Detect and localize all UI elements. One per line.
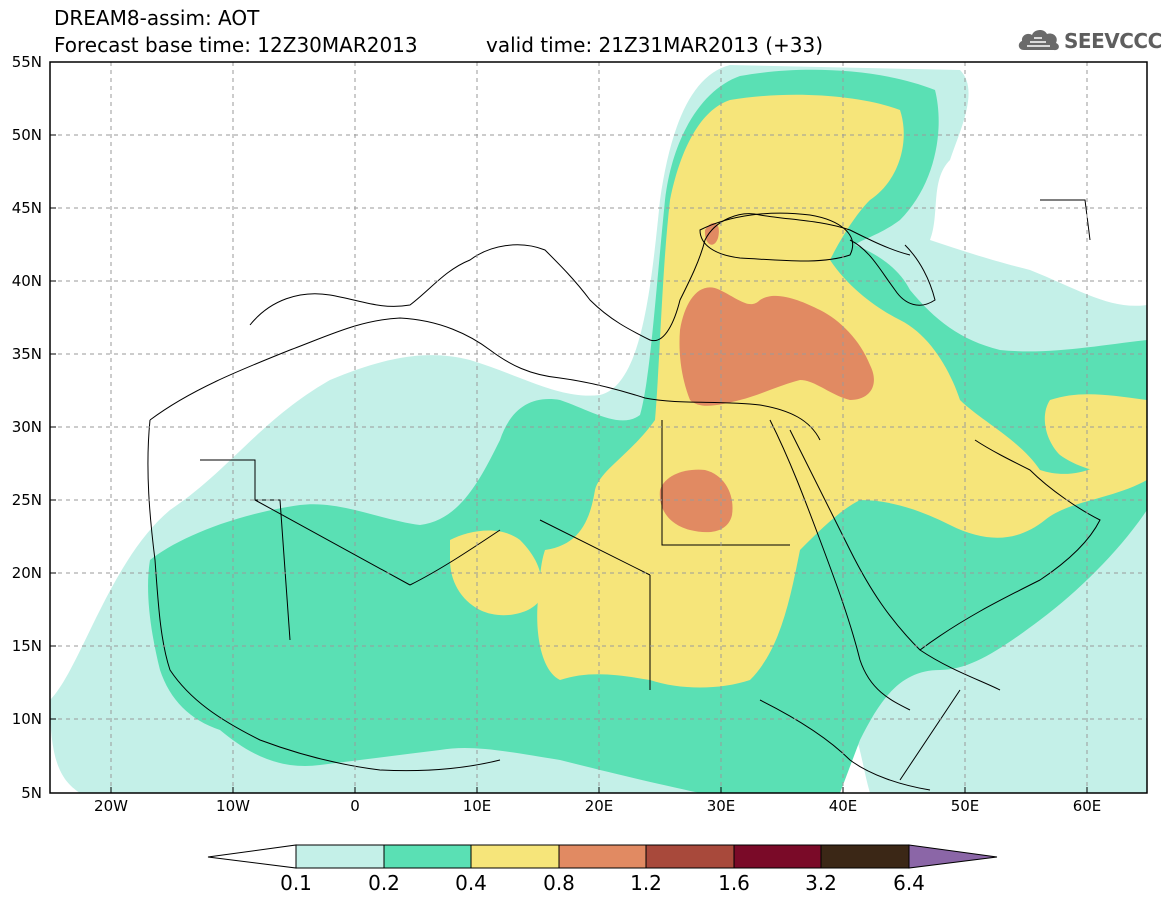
logo-text: SEEVCCC xyxy=(1064,29,1162,53)
coastlines xyxy=(147,199,1101,791)
colorbar-label-1.2: 1.2 xyxy=(630,871,662,895)
lon-label-60e: 60E xyxy=(1072,797,1102,815)
colorbar-label-3.2: 3.2 xyxy=(805,871,837,895)
lon-label-20e: 20E xyxy=(584,797,614,815)
lat-label-10n: 10N xyxy=(11,710,42,728)
lat-label-30n: 30N xyxy=(11,418,42,436)
forecast-base-time: Forecast base time: 12Z30MAR2013 xyxy=(54,33,418,57)
lat-label-55n: 55N xyxy=(11,53,42,71)
caspian xyxy=(849,239,936,306)
cloud-icon xyxy=(1018,29,1059,51)
lat-label-25n: 25N xyxy=(11,491,42,509)
africa-west-coast xyxy=(147,419,501,772)
tick-marks xyxy=(50,61,1088,793)
colorbar-bin-3.2 xyxy=(820,844,910,869)
europe-coast xyxy=(249,213,911,342)
east-africa xyxy=(759,689,961,791)
colorbar-label-0.1: 0.1 xyxy=(280,871,312,895)
aot-fields xyxy=(50,65,1147,793)
lat-label-45n: 45N xyxy=(11,199,42,217)
red-sea xyxy=(769,419,1001,711)
lat-label-5n: 5N xyxy=(21,784,42,802)
lat-label-40n: 40N xyxy=(11,272,42,290)
aot-band-0.8-aegean xyxy=(704,223,719,245)
colorbar-max-arrow xyxy=(908,844,998,869)
lat-label-35n: 35N xyxy=(11,345,42,363)
lon-label-50e: 50E xyxy=(950,797,980,815)
model-title: DREAM8-assim: AOT xyxy=(54,6,260,30)
colorbar xyxy=(207,844,998,869)
lat-label-20n: 20N xyxy=(11,564,42,582)
colorbar-bin-0.2 xyxy=(383,844,472,869)
lon-label-10w: 10W xyxy=(216,797,250,815)
arabia-east xyxy=(919,439,1101,651)
lon-label-0: 0 xyxy=(350,797,360,815)
lon-label-40e: 40E xyxy=(828,797,858,815)
lat-label-15n: 15N xyxy=(11,637,42,655)
lat-label-50n: 50N xyxy=(11,126,42,144)
colorbar-bin-0.4 xyxy=(470,844,560,869)
colorbar-bin-1.6 xyxy=(733,844,822,869)
valid-time: valid time: 21Z31MAR2013 (+33) xyxy=(486,33,824,57)
lon-label-10e: 10E xyxy=(462,797,492,815)
colorbar-label-6.4: 6.4 xyxy=(893,871,925,895)
colorbar-bin-1.2 xyxy=(645,844,735,869)
aot-band-0.4-west xyxy=(450,530,542,616)
aot-band-0.8 xyxy=(679,287,874,406)
aot-band-0.4-east xyxy=(1044,394,1147,475)
colorbar-bin-0.8 xyxy=(558,844,647,869)
lon-label-20w: 20W xyxy=(94,797,128,815)
colorbar-bin-0.1 xyxy=(295,844,385,869)
borders xyxy=(200,199,1091,690)
colorbar-label-0.4: 0.4 xyxy=(455,871,487,895)
colorbar-label-1.6: 1.6 xyxy=(718,871,750,895)
colorbar-min-arrow xyxy=(207,844,297,869)
colorbar-label-0.8: 0.8 xyxy=(543,871,575,895)
seevccc-logo: SEEVCCC xyxy=(1016,26,1162,56)
lon-label-30e: 30E xyxy=(706,797,736,815)
africa-north-coast xyxy=(149,317,821,441)
aot-band-0.8-egypt xyxy=(659,469,733,533)
colorbar-label-0.2: 0.2 xyxy=(368,871,400,895)
black-sea xyxy=(699,212,853,262)
gridlines xyxy=(50,62,1147,793)
